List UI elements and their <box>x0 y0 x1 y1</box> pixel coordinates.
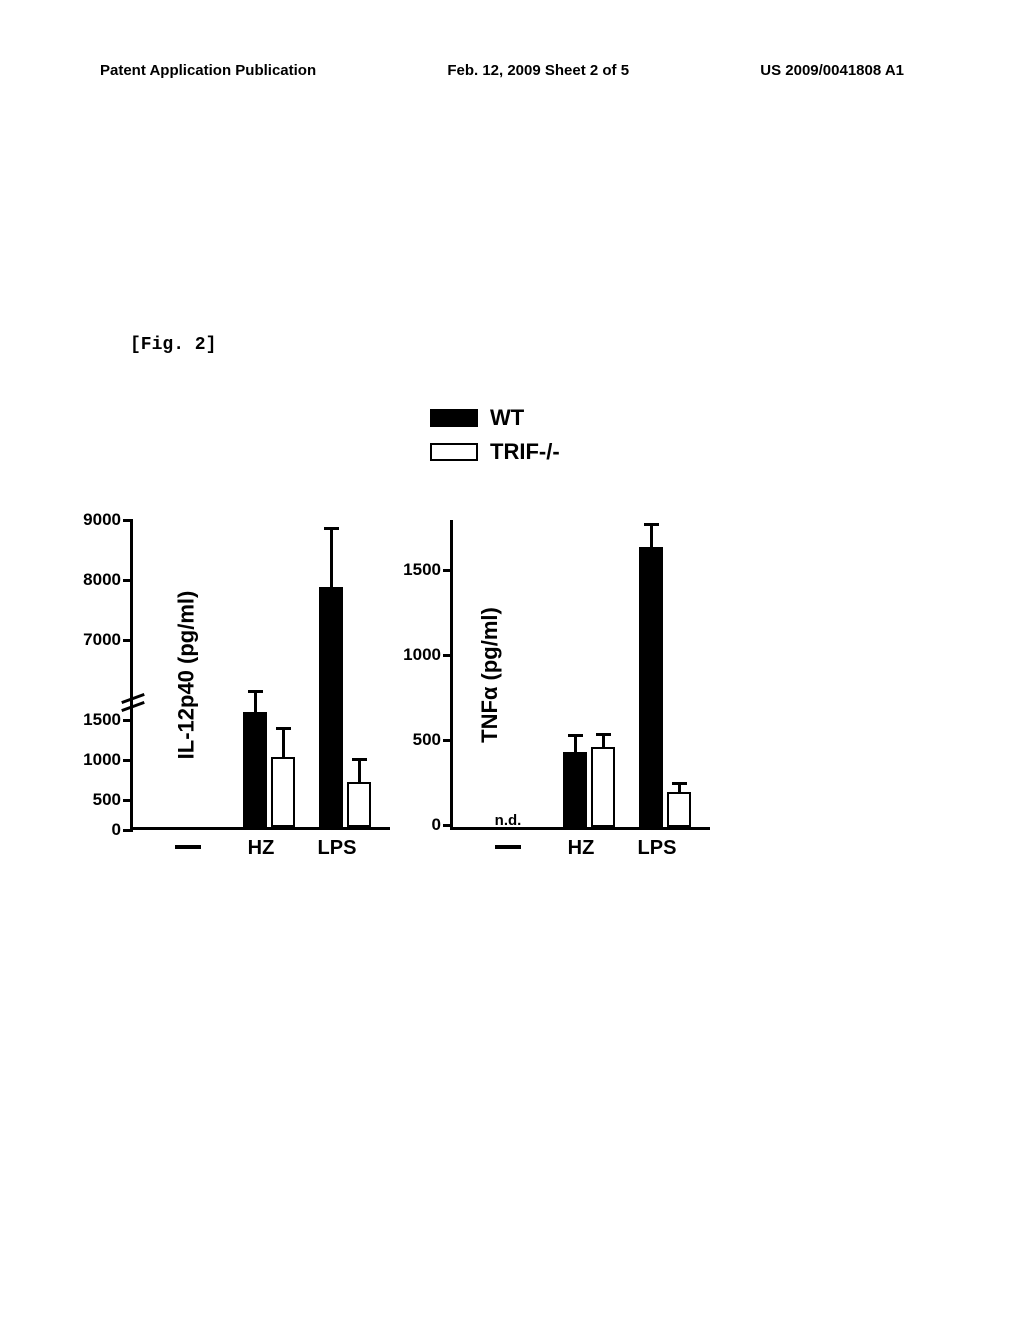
axis-break <box>121 693 145 713</box>
bar <box>347 782 371 827</box>
x-dash <box>495 845 521 849</box>
legend-swatch <box>430 409 478 427</box>
error-bar <box>650 523 653 547</box>
y-tick-label: 1500 <box>83 710 121 730</box>
x-label: HZ <box>248 837 275 860</box>
y-tick-label: 1000 <box>403 645 441 665</box>
bar <box>563 752 587 827</box>
nd-label: n.d. <box>495 812 522 829</box>
y-tick <box>123 799 133 802</box>
chart2-plot: 150010005000n.d.HZLPS <box>450 520 710 830</box>
page-header: Patent Application Publication Feb. 12, … <box>0 62 1024 79</box>
y-tick <box>443 654 453 657</box>
y-tick <box>443 824 453 827</box>
header-left: Patent Application Publication <box>100 62 316 79</box>
chart-il12p40: IL-12p40 (pg/ml) 90008000700015001000500… <box>130 520 390 830</box>
y-tick-label: 0 <box>432 815 441 835</box>
y-tick-label: 1500 <box>403 560 441 580</box>
bar <box>319 587 343 827</box>
bar <box>271 757 295 827</box>
bar <box>591 747 615 827</box>
legend-row: TRIF-/- <box>430 439 560 465</box>
y-tick <box>123 829 133 832</box>
legend-row: WT <box>430 405 560 431</box>
y-tick <box>123 579 133 582</box>
y-tick-label: 1000 <box>83 750 121 770</box>
legend-label: WT <box>490 405 524 431</box>
y-tick-label: 8000 <box>83 570 121 590</box>
legend: WT TRIF-/- <box>430 405 560 465</box>
legend-swatch <box>430 443 478 461</box>
error-bar <box>282 727 285 757</box>
y-tick-label: 0 <box>112 820 121 840</box>
x-label: LPS <box>318 837 357 860</box>
y-tick <box>123 719 133 722</box>
x-label: HZ <box>568 837 595 860</box>
error-bar <box>330 527 333 587</box>
x-dash <box>175 845 201 849</box>
x-label: LPS <box>638 837 677 860</box>
bar <box>639 547 663 827</box>
chart-tnfa: TNFα (pg/ml) 150010005000n.d.HZLPS <box>450 520 710 830</box>
y-tick <box>123 639 133 642</box>
y-tick-label: 7000 <box>83 630 121 650</box>
figure-label: [Fig. 2] <box>130 335 216 355</box>
error-bar <box>602 733 605 747</box>
y-tick <box>123 519 133 522</box>
y-tick <box>443 569 453 572</box>
nd-underline <box>490 828 526 830</box>
y-tick <box>443 739 453 742</box>
charts-container: IL-12p40 (pg/ml) 90008000700015001000500… <box>130 520 710 830</box>
legend-label: TRIF-/- <box>490 439 560 465</box>
error-bar <box>254 690 257 712</box>
error-bar <box>678 782 681 792</box>
bar <box>667 792 691 827</box>
error-bar <box>358 758 361 782</box>
y-tick <box>123 759 133 762</box>
header-center: Feb. 12, 2009 Sheet 2 of 5 <box>447 62 629 79</box>
chart1-plot: 900080007000150010005000HZLPS <box>130 520 390 830</box>
y-tick-label: 9000 <box>83 510 121 530</box>
bar <box>243 712 267 827</box>
error-bar <box>574 734 577 752</box>
y-tick-label: 500 <box>413 730 441 750</box>
header-right: US 2009/0041808 A1 <box>760 62 904 79</box>
y-tick-label: 500 <box>93 790 121 810</box>
